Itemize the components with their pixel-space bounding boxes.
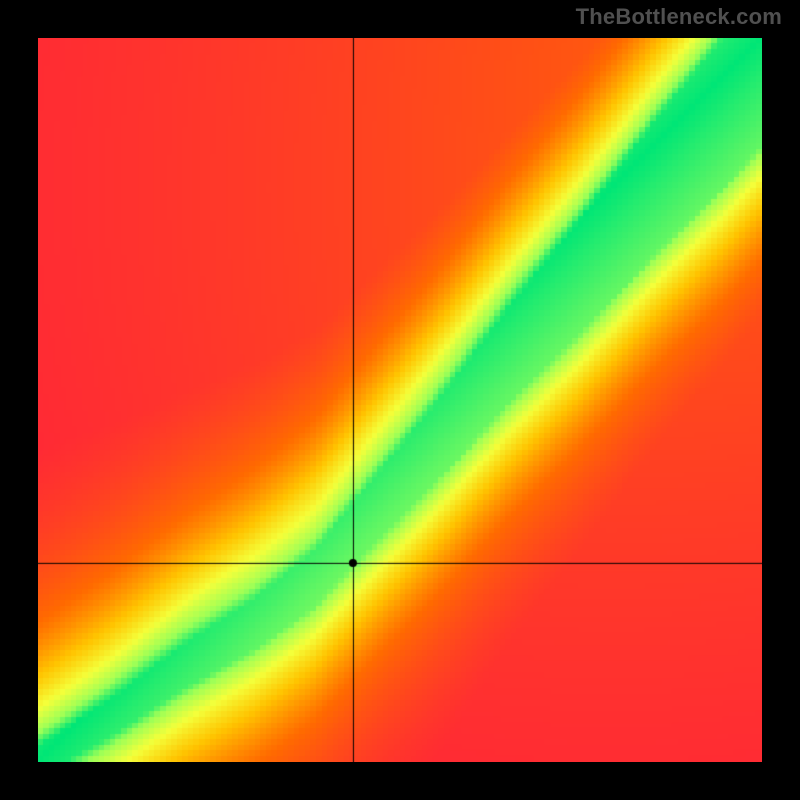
watermark-text: TheBottleneck.com: [576, 4, 782, 30]
chart-container: TheBottleneck.com: [0, 0, 800, 800]
heatmap-canvas: [38, 38, 762, 762]
